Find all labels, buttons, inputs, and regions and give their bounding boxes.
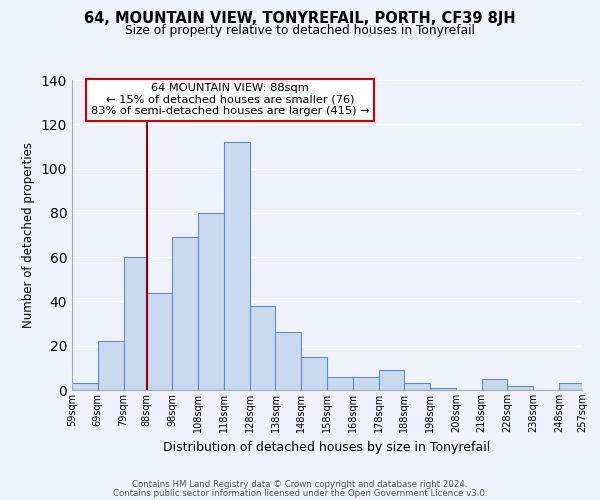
Text: Size of property relative to detached houses in Tonyrefail: Size of property relative to detached ho…	[125, 24, 475, 37]
Y-axis label: Number of detached properties: Number of detached properties	[22, 142, 35, 328]
Bar	[72, 384, 98, 390]
Bar	[146, 292, 172, 390]
X-axis label: Distribution of detached houses by size in Tonyrefail: Distribution of detached houses by size …	[163, 440, 491, 454]
Text: Contains HM Land Registry data © Crown copyright and database right 2024.: Contains HM Land Registry data © Crown c…	[132, 480, 468, 489]
Bar	[198, 213, 224, 390]
Bar	[275, 332, 301, 390]
Bar	[327, 376, 353, 390]
Bar	[250, 306, 275, 390]
Bar	[124, 257, 146, 390]
Bar	[224, 142, 250, 390]
Bar	[482, 379, 508, 390]
Text: 64 MOUNTAIN VIEW: 88sqm
← 15% of detached houses are smaller (76)
83% of semi-de: 64 MOUNTAIN VIEW: 88sqm ← 15% of detache…	[91, 83, 370, 116]
Bar	[559, 384, 582, 390]
Bar	[301, 357, 327, 390]
Bar	[379, 370, 404, 390]
Bar	[508, 386, 533, 390]
Bar	[353, 376, 379, 390]
Text: 64, MOUNTAIN VIEW, TONYREFAIL, PORTH, CF39 8JH: 64, MOUNTAIN VIEW, TONYREFAIL, PORTH, CF…	[84, 11, 516, 26]
Bar	[172, 237, 198, 390]
Text: Contains public sector information licensed under the Open Government Licence v3: Contains public sector information licen…	[113, 489, 487, 498]
Bar	[98, 342, 124, 390]
Bar	[404, 384, 430, 390]
Bar	[430, 388, 456, 390]
